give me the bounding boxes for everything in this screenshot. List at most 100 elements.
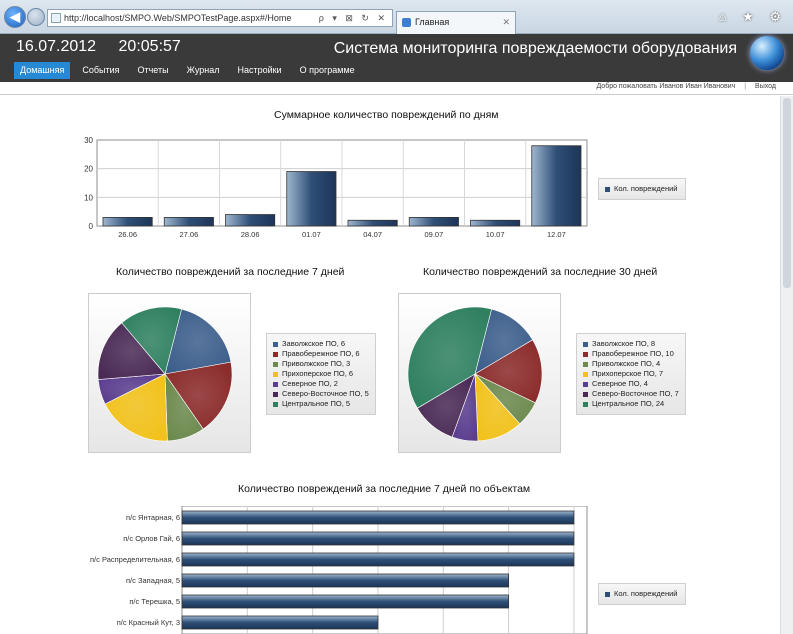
nav-settings[interactable]: Настройки: [237, 65, 282, 75]
forward-button[interactable]: [27, 8, 45, 26]
legend-label: Приволжское ПО, 4: [592, 359, 661, 368]
nav-journal[interactable]: Журнал: [186, 65, 220, 75]
legend-swatch: [273, 361, 278, 367]
pie-slice: [474, 339, 543, 404]
scrollbar[interactable]: [780, 96, 793, 634]
legend-row: Северное ПО, 2: [273, 379, 369, 389]
legend-7days: Заволжское ПО, 6 Правобережное ПО, 6 Приво…: [266, 333, 376, 415]
legend-label: Правобережное ПО, 6: [282, 349, 360, 358]
system-title: Система мониторинга повреждаемости обору…: [333, 40, 737, 57]
browser-tab[interactable]: Главная ✕: [396, 11, 516, 34]
pie-frame-30days: [398, 293, 561, 453]
legend-row: Центральное ПО, 24: [583, 399, 679, 409]
back-button[interactable]: ◀: [4, 6, 26, 28]
pie-slice: [164, 361, 233, 430]
x-tick-label: 26.06: [118, 230, 137, 239]
nav-events[interactable]: События: [82, 65, 120, 75]
pie-chart-7days: [97, 306, 233, 442]
legend-swatch: [605, 591, 610, 597]
legend-row: Приволжское ПО, 3: [273, 359, 369, 369]
pie-slice: [121, 306, 182, 375]
legend-label: Правобережное ПО, 10: [592, 349, 674, 358]
legend-label: Центральное ПО, 24: [592, 399, 665, 408]
legend-swatch: [583, 371, 588, 377]
pie-slice: [104, 373, 168, 442]
logout-link[interactable]: Выход: [755, 83, 776, 90]
legend-row: Северо-Восточное ПО, 7: [583, 389, 679, 399]
legend-row: Северное ПО, 4: [583, 379, 679, 389]
legend-row: Приволжское ПО, 4: [583, 359, 679, 369]
legend-row: Заволжское ПО, 8: [583, 339, 679, 349]
legend-swatch: [273, 401, 278, 407]
pie-slice: [97, 322, 166, 380]
legend-swatch: [273, 341, 278, 347]
address-actions[interactable]: ρ ▾ ⊠ ↻ ✕: [318, 13, 388, 23]
address-bar[interactable]: http://localhost/SMPO.Web/SMPOTestPage.a…: [47, 9, 393, 27]
bar: [102, 217, 153, 227]
legend-row: Правобережное ПО, 10: [583, 349, 679, 359]
x-tick-label: 01.07: [302, 230, 321, 239]
date-time: 16.07.2012 20:05:57: [16, 38, 181, 56]
pie-slice: [164, 308, 232, 375]
y-tick-label: п/с Орлов Гай, 6: [123, 534, 180, 543]
divider: |: [744, 83, 747, 90]
globe-icon: [750, 36, 784, 70]
x-tick-label: 28.06: [241, 230, 260, 239]
bar: [181, 531, 575, 546]
legend-row: Правобережное ПО, 6: [273, 349, 369, 359]
legend-swatch: [605, 186, 610, 192]
browser-icons[interactable]: ⌂ ★ ⚙: [718, 9, 787, 24]
dashboard-content: Суммарное количество повреждений по дням…: [0, 96, 793, 634]
plot-area: [181, 506, 588, 634]
legend-label: Заволжское ПО, 8: [592, 339, 656, 348]
bar: [225, 214, 276, 227]
legend-objects: Кол. повреждений: [598, 583, 686, 605]
bar: [163, 217, 214, 227]
bar: [347, 219, 398, 227]
legend-swatch: [583, 361, 588, 367]
nav-about[interactable]: О программе: [299, 65, 355, 75]
scrollbar-thumb[interactable]: [783, 98, 791, 288]
url-text: http://localhost/SMPO.Web/SMPOTestPage.a…: [64, 13, 292, 23]
bar: [286, 171, 337, 227]
y-tick-label: п/с Распределительная, 6: [90, 555, 180, 564]
bar: [408, 217, 459, 227]
y-tick-label: 20: [84, 165, 93, 174]
bar: [181, 615, 379, 630]
y-tick-label: 30: [84, 136, 93, 145]
legend-swatch: [583, 381, 588, 387]
current-time: 20:05:57: [118, 38, 181, 55]
legend-swatch: [273, 381, 278, 387]
main-nav: Домашняя События Отчеты Журнал Настройки…: [14, 62, 367, 79]
legend-swatch: [583, 401, 588, 407]
y-tick-label: п/с Красный Кут, 3: [117, 618, 180, 627]
tab-close-icon[interactable]: ✕: [502, 17, 510, 27]
legend-label: Центральное ПО, 5: [282, 399, 351, 408]
legend-label: Северное ПО, 2: [282, 379, 338, 388]
bar: [181, 510, 575, 525]
y-tick-label: 10: [84, 193, 93, 202]
legend-label: Кол. повреждений: [614, 589, 678, 598]
legend-swatch: [583, 391, 588, 397]
x-tick-label: 12.07: [547, 230, 566, 239]
nav-home[interactable]: Домашняя: [14, 62, 71, 79]
y-tick-label: 0: [89, 222, 94, 231]
pie-frame-7days: [88, 293, 251, 453]
current-date: 16.07.2012: [16, 38, 97, 55]
browser-toolbar: ◀ http://localhost/SMPO.Web/SMPOTestPage…: [0, 0, 793, 34]
chart-title-objects: Количество повреждений за последние 7 дн…: [238, 483, 531, 495]
legend-label: Северное ПО, 4: [592, 379, 648, 388]
y-tick-label: п/с Западная, 5: [126, 576, 180, 585]
legend-daily: Кол. повреждений: [598, 178, 686, 200]
legend-label: Кол. повреждений: [614, 184, 678, 193]
legend-swatch: [273, 391, 278, 397]
legend-label: Прихоперское ПО, 6: [282, 369, 354, 378]
nav-reports[interactable]: Отчеты: [137, 65, 169, 75]
user-bar: Добро пожаловать Иванов Иван Иванович | …: [0, 82, 793, 95]
legend-30days: Заволжское ПО, 8 Правобережное ПО, 10 Прив…: [576, 333, 686, 415]
arrow-left-icon: ◀: [10, 9, 20, 24]
page-icon: [51, 13, 61, 23]
bar: [531, 145, 582, 227]
legend-label: Северо-Восточное ПО, 7: [592, 389, 679, 398]
x-tick-label: 09.07: [424, 230, 443, 239]
